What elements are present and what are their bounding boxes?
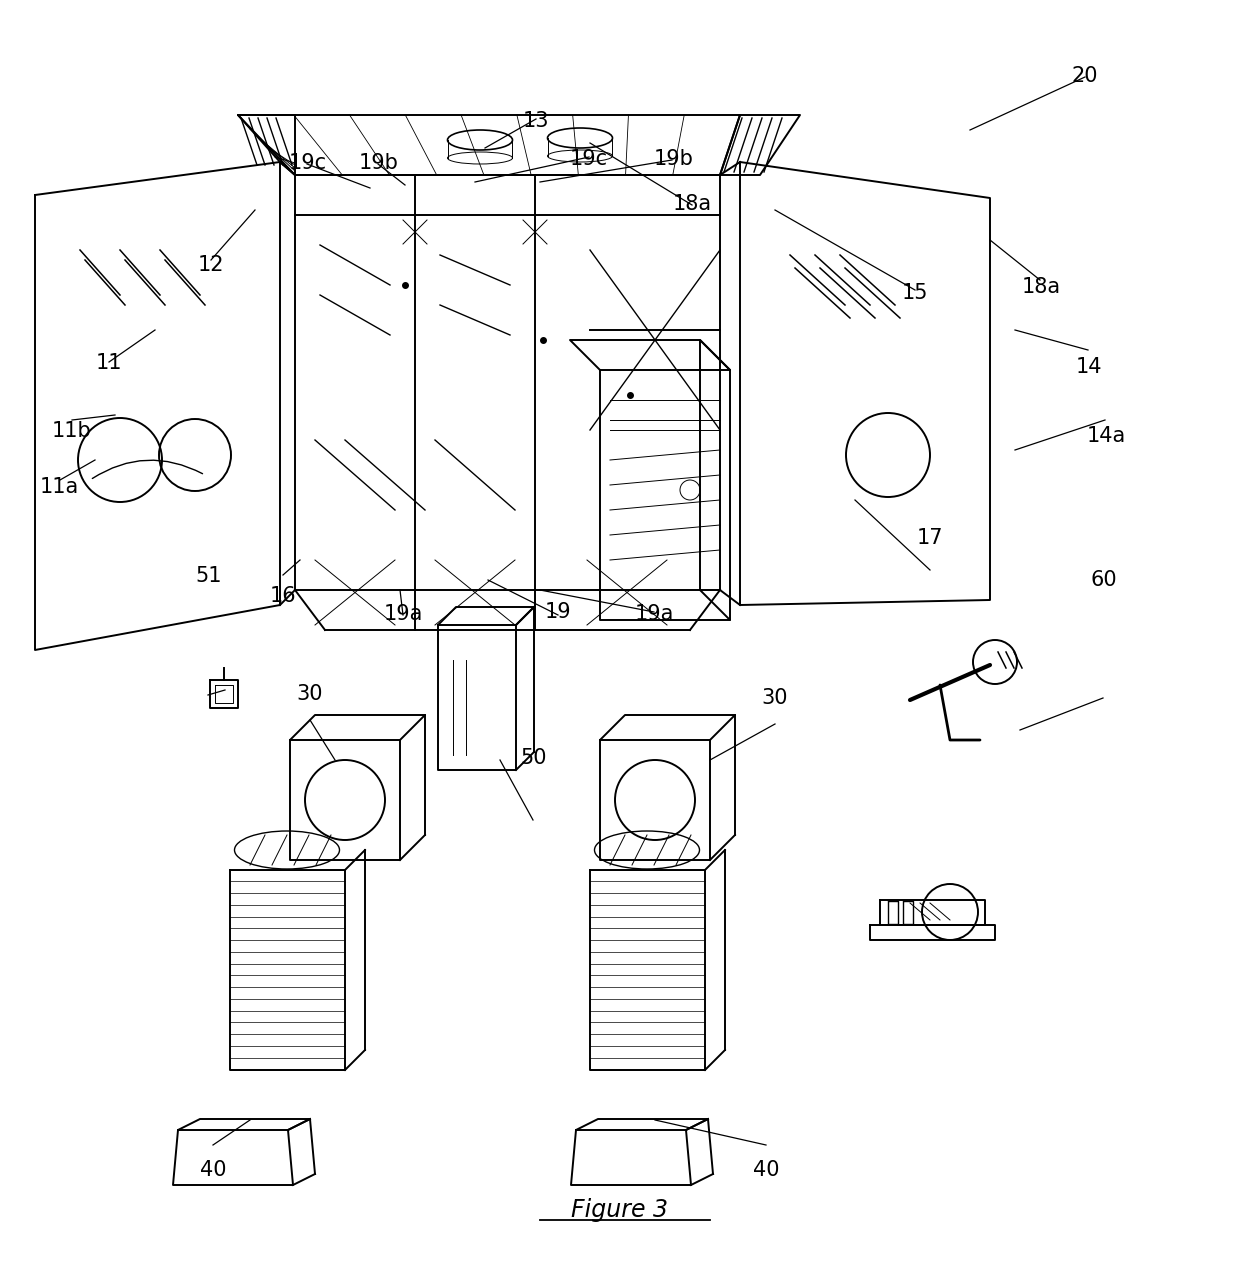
Text: 13: 13 bbox=[522, 111, 549, 131]
Text: 20: 20 bbox=[1071, 66, 1099, 87]
Text: 11: 11 bbox=[95, 353, 123, 373]
Text: 19: 19 bbox=[544, 601, 572, 622]
Text: 19c: 19c bbox=[289, 153, 326, 173]
Text: 12: 12 bbox=[197, 255, 224, 275]
Text: 40: 40 bbox=[200, 1159, 227, 1180]
Text: 11a: 11a bbox=[40, 476, 79, 497]
Text: 19b: 19b bbox=[358, 153, 398, 173]
Text: 14a: 14a bbox=[1086, 426, 1126, 446]
Text: 15: 15 bbox=[901, 283, 929, 303]
Text: 30: 30 bbox=[761, 688, 789, 708]
Text: 60: 60 bbox=[1090, 569, 1117, 590]
Text: 19a: 19a bbox=[383, 604, 423, 624]
Text: 18a: 18a bbox=[672, 194, 712, 214]
Text: 19b: 19b bbox=[653, 149, 693, 169]
Text: Figure 3: Figure 3 bbox=[572, 1198, 668, 1222]
Text: 11b: 11b bbox=[52, 420, 92, 441]
Text: 30: 30 bbox=[296, 684, 324, 705]
Text: 17: 17 bbox=[916, 527, 944, 548]
Text: 14: 14 bbox=[1075, 357, 1102, 377]
Text: 18a: 18a bbox=[1022, 276, 1061, 297]
Text: 16: 16 bbox=[269, 586, 296, 606]
Text: 19a: 19a bbox=[635, 604, 675, 624]
Text: 19c: 19c bbox=[570, 149, 608, 169]
Text: 51: 51 bbox=[195, 566, 222, 586]
Text: 40: 40 bbox=[753, 1159, 780, 1180]
Text: 50: 50 bbox=[520, 748, 547, 768]
